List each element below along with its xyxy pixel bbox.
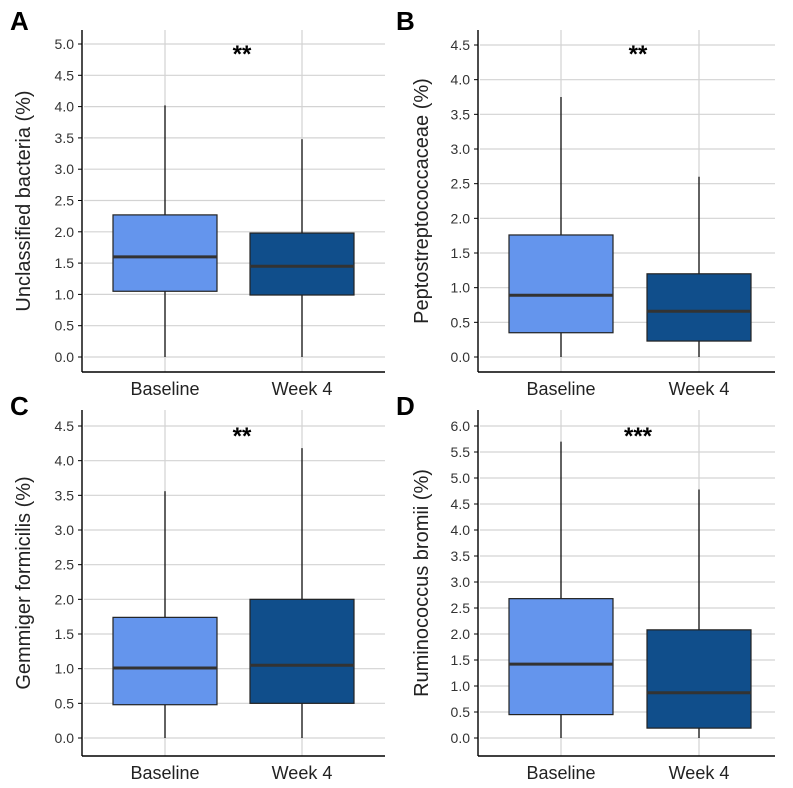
box-week-4 [646,273,752,342]
y-tick-label: 5.0 [55,36,75,52]
x-tick-label: Week 4 [272,763,333,783]
x-tick-label: Week 4 [669,379,730,399]
y-tick-label: 4.5 [55,418,75,434]
y-tick-label: 0.0 [451,349,471,365]
y-tick-label: 2.0 [451,210,471,226]
box-baseline [112,214,218,292]
x-tick-label: Week 4 [669,763,730,783]
y-tick-label: 2.5 [55,193,75,209]
y-tick-label: 1.0 [451,678,471,694]
y-tick-label: 1.0 [55,661,75,677]
box-baseline [508,234,614,334]
y-tick-label: 1.0 [55,286,75,302]
panel-d: 0.0 0.5 1.0 1.5 2.0 2.5 3.0 3.5 4.0 4.5 5.0 5.5 6.0 B… [396,391,775,783]
y-tick-label: 3.0 [451,574,471,590]
y-tick-label: 3.0 [55,522,75,538]
x-tick-label: Baseline [130,763,199,783]
y-tick-label: 0.5 [451,314,471,330]
x-tick-label: Baseline [130,379,199,399]
x-tick-label: Baseline [526,763,595,783]
y-tick-label: 0.5 [451,704,471,720]
y-tick-label: 0.0 [55,349,75,365]
y-tick-label: 2.5 [451,600,471,616]
y-tick-label: 3.0 [451,141,471,157]
y-tick-label: 0.5 [55,695,75,711]
box-week-4 [249,232,355,296]
y-tick-label: 4.5 [451,37,471,53]
y-tick-label: 5.0 [451,470,471,486]
y-tick-label: 2.5 [55,557,75,573]
significance-marker: *** [624,423,653,450]
panel-letter: B [396,6,415,36]
y-tick-label: 4.0 [451,72,471,88]
y-tick-label: 0.0 [451,730,471,746]
y-tick-label: 2.0 [55,591,75,607]
y-tick-label: 3.5 [55,130,75,146]
box-week-4 [646,629,752,729]
y-tick-label: 4.0 [451,522,471,538]
box-week-4 [249,598,355,704]
y-tick-label: 3.5 [55,487,75,503]
y-tick-label: 5.5 [451,444,471,460]
x-tick-label: Week 4 [272,379,333,399]
y-tick-label: 4.0 [55,453,75,469]
panel-c: 0.0 0.5 1.0 1.5 2.0 2.5 3.0 3.5 4.0 4.5 Baseline We… [10,391,385,783]
significance-marker: ** [629,41,648,68]
y-axis-title: Gemmiger formicilis (%) [13,476,35,689]
panel-b: 0.0 0.5 1.0 1.5 2.0 2.5 3.0 3.5 4.0 4.5 Baseline We… [396,6,775,399]
y-axis-title: Peptostreptococcaceae (%) [411,78,433,324]
y-tick-label: 0.0 [55,730,75,746]
y-tick-label: 3.0 [55,161,75,177]
box-baseline [112,616,218,706]
y-tick-label: 3.5 [451,106,471,122]
panel-letter: D [396,391,415,421]
y-tick-label: 2.0 [55,224,75,240]
y-axis-title: Unclassified bacteria (%) [13,90,35,311]
y-tick-label: 1.0 [451,280,471,296]
y-axis-title: Ruminococcus bromii (%) [411,469,433,697]
y-tick-label: 4.5 [55,67,75,83]
y-tick-label: 2.5 [451,176,471,192]
y-tick-label: 2.0 [451,626,471,642]
y-tick-label: 6.0 [451,418,471,434]
y-tick-label: 1.5 [451,245,471,261]
panel-letter: C [10,391,29,421]
y-tick-label: 3.5 [451,548,471,564]
x-tick-label: Baseline [526,379,595,399]
y-tick-label: 1.5 [451,652,471,668]
y-tick-label: 4.0 [55,99,75,115]
panel-letter: A [10,6,29,36]
significance-marker: ** [233,423,252,450]
significance-marker: ** [233,41,252,68]
y-tick-label: 1.5 [55,626,75,642]
box-baseline [508,598,614,716]
panel-a: 0.0 0.5 1.0 1.5 2.0 2.5 3.0 3.5 4.0 4.5 5.0 Baselin… [10,6,385,399]
y-tick-label: 1.5 [55,255,75,271]
y-tick-label: 4.5 [451,496,471,512]
y-tick-label: 0.5 [55,318,75,334]
